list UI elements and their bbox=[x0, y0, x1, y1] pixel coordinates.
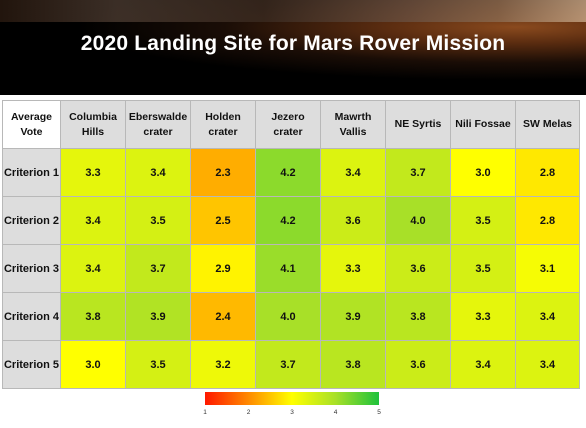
heatmap-cell: 2.8 bbox=[515, 148, 580, 197]
column-header: Mawrth Vallis bbox=[320, 100, 386, 149]
table-row: Criterion 2 3.4 3.5 2.5 4.2 3.6 4.0 3.5 2.8 bbox=[2, 196, 580, 245]
heatmap-cell: 3.6 bbox=[320, 196, 386, 245]
heatmap-cell: 3.4 bbox=[515, 340, 580, 389]
heatmap-cell: 3.9 bbox=[320, 292, 386, 341]
heatmap-cell: 3.1 bbox=[515, 244, 580, 293]
heatmap-cell: 3.6 bbox=[385, 244, 451, 293]
legend-tick-label: 1 bbox=[203, 409, 207, 416]
column-header: Nili Fossae bbox=[450, 100, 516, 149]
heatmap-cell: 3.7 bbox=[125, 244, 191, 293]
table-row: Criterion 5 3.0 3.5 3.2 3.7 3.8 3.6 3.4 3.4 bbox=[2, 340, 580, 389]
legend-tick-label: 4 bbox=[333, 409, 338, 416]
heatmap-cell: 3.0 bbox=[450, 148, 516, 197]
heatmap-cell: 2.8 bbox=[515, 196, 580, 245]
heatmap-cell: 3.2 bbox=[190, 340, 256, 389]
heatmap-cell: 3.3 bbox=[60, 148, 126, 197]
heatmap-cell: 3.3 bbox=[450, 292, 516, 341]
column-header: Columbia Hills bbox=[60, 100, 126, 149]
legend-ticks: 1 2 3 4 5 bbox=[203, 409, 381, 419]
heatmap-cell: 2.3 bbox=[190, 148, 256, 197]
title-banner: 2020 Landing Site for Mars Rover Mission bbox=[0, 0, 586, 90]
color-scale-legend bbox=[205, 392, 379, 405]
chart-panel: Average Vote Columbia Hills Eberswalde cr… bbox=[0, 95, 586, 428]
heatmap-cell: 3.5 bbox=[450, 196, 516, 245]
heatmap-cell: 3.7 bbox=[255, 340, 321, 389]
column-header: SW Melas bbox=[515, 100, 580, 149]
legend-tick-label: 5 bbox=[377, 409, 381, 416]
heatmap-table: Average Vote Columbia Hills Eberswalde cr… bbox=[2, 100, 580, 389]
heatmap-cell: 3.3 bbox=[320, 244, 386, 293]
column-header: Jezero crater bbox=[255, 100, 321, 149]
heatmap-cell: 3.5 bbox=[125, 196, 191, 245]
heatmap-cell: 3.8 bbox=[320, 340, 386, 389]
column-header: NE Syrtis bbox=[385, 100, 451, 149]
table-row: Criterion 3 3.4 3.7 2.9 4.1 3.3 3.6 3.5 3.1 bbox=[2, 244, 580, 293]
heatmap-cell: 3.8 bbox=[385, 292, 451, 341]
row-header: Criterion 5 bbox=[2, 340, 61, 389]
heatmap-cell: 4.0 bbox=[385, 196, 451, 245]
legend-tick-label: 3 bbox=[290, 409, 294, 416]
heatmap-cell: 3.4 bbox=[515, 292, 580, 341]
corner-label: Average Vote bbox=[2, 100, 61, 149]
heatmap-cell: 3.5 bbox=[450, 244, 516, 293]
heatmap-cell: 3.7 bbox=[385, 148, 451, 197]
heatmap-cell: 2.4 bbox=[190, 292, 256, 341]
heatmap-cell: 3.9 bbox=[125, 292, 191, 341]
mars-surface-image bbox=[0, 0, 586, 22]
heatmap-cell: 4.0 bbox=[255, 292, 321, 341]
heatmap-cell: 3.6 bbox=[385, 340, 451, 389]
page-title: 2020 Landing Site for Mars Rover Mission bbox=[80, 32, 506, 55]
row-header: Criterion 3 bbox=[2, 244, 61, 293]
row-header: Criterion 2 bbox=[2, 196, 61, 245]
heatmap-cell: 3.4 bbox=[450, 340, 516, 389]
heatmap-cell: 2.9 bbox=[190, 244, 256, 293]
heatmap-cell: 3.4 bbox=[320, 148, 386, 197]
heatmap-cell: 3.8 bbox=[60, 292, 126, 341]
heatmap-cell: 4.2 bbox=[255, 196, 321, 245]
heatmap-cell: 2.5 bbox=[190, 196, 256, 245]
table-row: Criterion 4 3.8 3.9 2.4 4.0 3.9 3.8 3.3 3.4 bbox=[2, 292, 580, 341]
legend-tick-label: 2 bbox=[246, 409, 251, 416]
heatmap-cell: 4.1 bbox=[255, 244, 321, 293]
heatmap-cell: 3.5 bbox=[125, 340, 191, 389]
column-header: Holden crater bbox=[190, 100, 256, 149]
heatmap-cell: 3.4 bbox=[60, 244, 126, 293]
heatmap-cell: 4.2 bbox=[255, 148, 321, 197]
column-header: Eberswalde crater bbox=[125, 100, 191, 149]
table-row: Criterion 1 3.3 3.4 2.3 4.2 3.4 3.7 3.0 2.8 bbox=[2, 148, 580, 197]
row-header: Criterion 1 bbox=[2, 148, 61, 197]
heatmap-cell: 3.0 bbox=[60, 340, 126, 389]
heatmap-cell: 3.4 bbox=[60, 196, 126, 245]
heatmap-cell: 3.4 bbox=[125, 148, 191, 197]
row-header: Criterion 4 bbox=[2, 292, 61, 341]
